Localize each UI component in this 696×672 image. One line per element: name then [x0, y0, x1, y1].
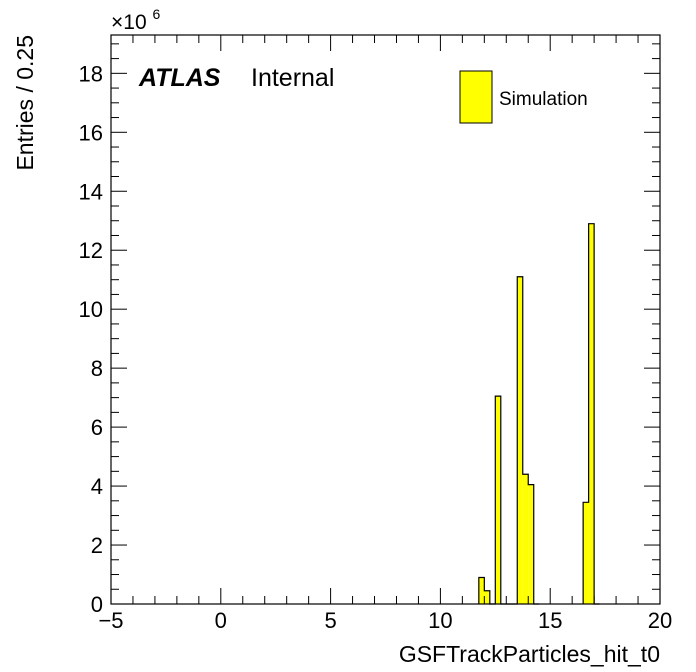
y-tick-label: 14 [79, 179, 103, 204]
y-tick-label: 16 [79, 120, 103, 145]
y-tick-label: 6 [91, 415, 103, 440]
y-axis-title: Entries / 0.25 [12, 35, 38, 171]
histogram-bar [588, 223, 595, 604]
histogram-bar [517, 276, 523, 604]
atlas-label: ATLAS [138, 64, 221, 92]
histogram-bar [495, 396, 501, 604]
y-tick-label: 2 [91, 533, 103, 558]
internal-label: Internal [251, 64, 334, 92]
y-tick-label: 8 [91, 356, 103, 381]
histogram-bar [583, 502, 589, 604]
x-tick-label: −5 [98, 608, 123, 633]
histogram-bar [522, 474, 529, 604]
y-axis-multiplier-exponent: 6 [152, 6, 160, 22]
legend-swatch [459, 70, 493, 124]
legend-label: Simulation [499, 89, 588, 110]
x-tick-label: 10 [428, 608, 452, 633]
x-tick-label: 0 [215, 608, 227, 633]
y-axis-multiplier: ×10 6 [111, 6, 160, 34]
y-tick-label: 0 [91, 592, 103, 617]
histogram-bars [478, 223, 595, 604]
plot-frame [110, 34, 661, 605]
x-tick-label: 20 [648, 608, 672, 633]
y-tick-label: 12 [79, 238, 103, 263]
x-tick-label: 15 [538, 608, 562, 633]
y-tick-label: 4 [91, 474, 103, 499]
histogram-bar [528, 484, 534, 604]
y-tick-label: 10 [79, 297, 103, 322]
x-axis-title: GSFTrackParticles_hit_t0 [399, 641, 660, 667]
y-axis-multiplier-base: ×10 [111, 11, 147, 34]
histogram-bar [478, 577, 485, 604]
axis-ticks [110, 35, 661, 605]
histogram-bar [484, 590, 490, 604]
x-tick-label: 5 [324, 608, 336, 633]
y-tick-label: 18 [79, 61, 103, 86]
